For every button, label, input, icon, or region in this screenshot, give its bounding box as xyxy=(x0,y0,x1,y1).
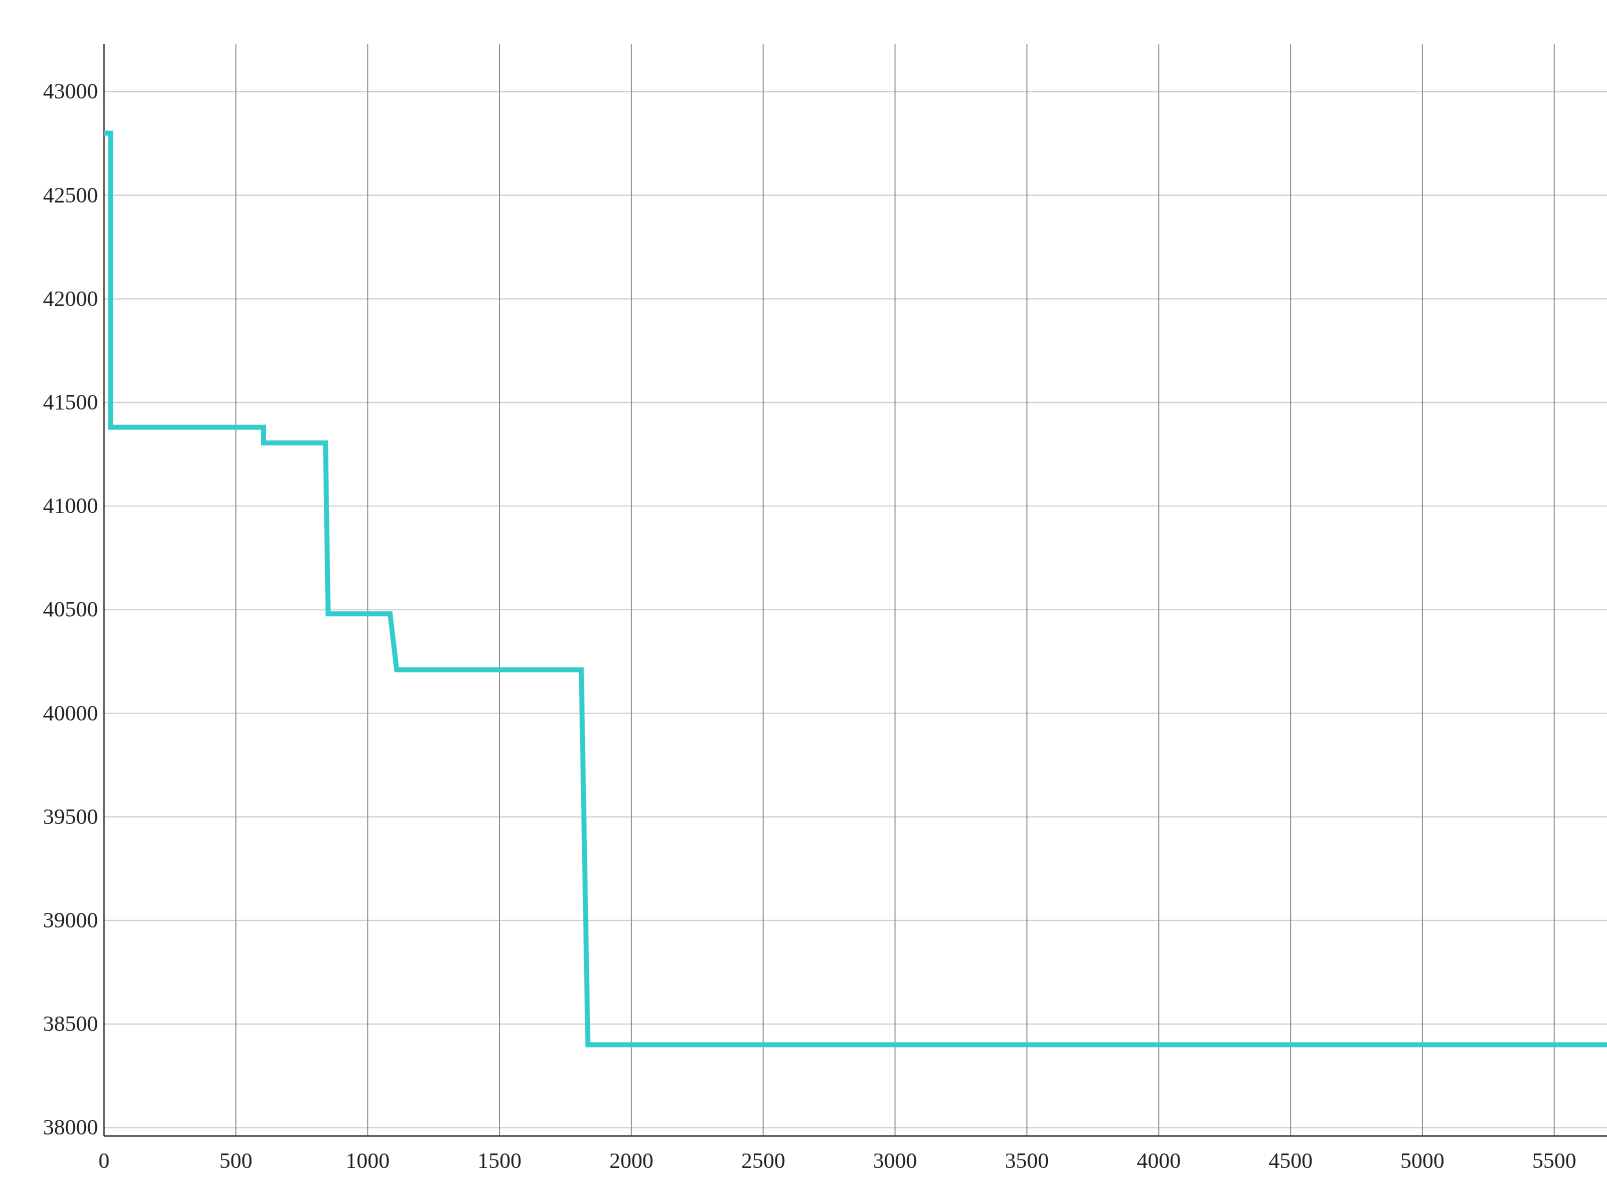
y-tick-label: 40000 xyxy=(43,700,98,725)
axes xyxy=(103,44,1607,1137)
x-tick-label: 3000 xyxy=(873,1148,917,1173)
x-tick-label: 5000 xyxy=(1400,1148,1444,1173)
x-tick-label: 1000 xyxy=(346,1148,390,1173)
series-group xyxy=(104,130,1607,1048)
y-tick-label: 41000 xyxy=(43,493,98,518)
x-tick-label: 2000 xyxy=(609,1148,653,1173)
y-tick-label: 42500 xyxy=(43,182,98,207)
y-tick-label: 42000 xyxy=(43,286,98,311)
x-tick-label: 1500 xyxy=(478,1148,522,1173)
y-tick-label: 39500 xyxy=(43,804,98,829)
y-tick-label: 38500 xyxy=(43,1011,98,1036)
x-tick-label: 3500 xyxy=(1005,1148,1049,1173)
grid xyxy=(104,44,1607,1136)
x-tick-label: 0 xyxy=(99,1148,110,1173)
x-tick-label: 500 xyxy=(219,1148,252,1173)
x-tick-label: 5500 xyxy=(1532,1148,1576,1173)
y-tick-label: 39000 xyxy=(43,908,98,933)
x-tick-label: 2500 xyxy=(741,1148,785,1173)
tick-labels: 3800038500390003950040000405004100041500… xyxy=(43,79,1576,1173)
series-line xyxy=(104,130,1607,1048)
x-tick-label: 4500 xyxy=(1269,1148,1313,1173)
y-tick-label: 40500 xyxy=(43,597,98,622)
y-tick-label: 41500 xyxy=(43,389,98,414)
y-tick-label: 38000 xyxy=(43,1115,98,1140)
y-tick-label: 43000 xyxy=(43,79,98,104)
x-tick-label: 4000 xyxy=(1137,1148,1181,1173)
